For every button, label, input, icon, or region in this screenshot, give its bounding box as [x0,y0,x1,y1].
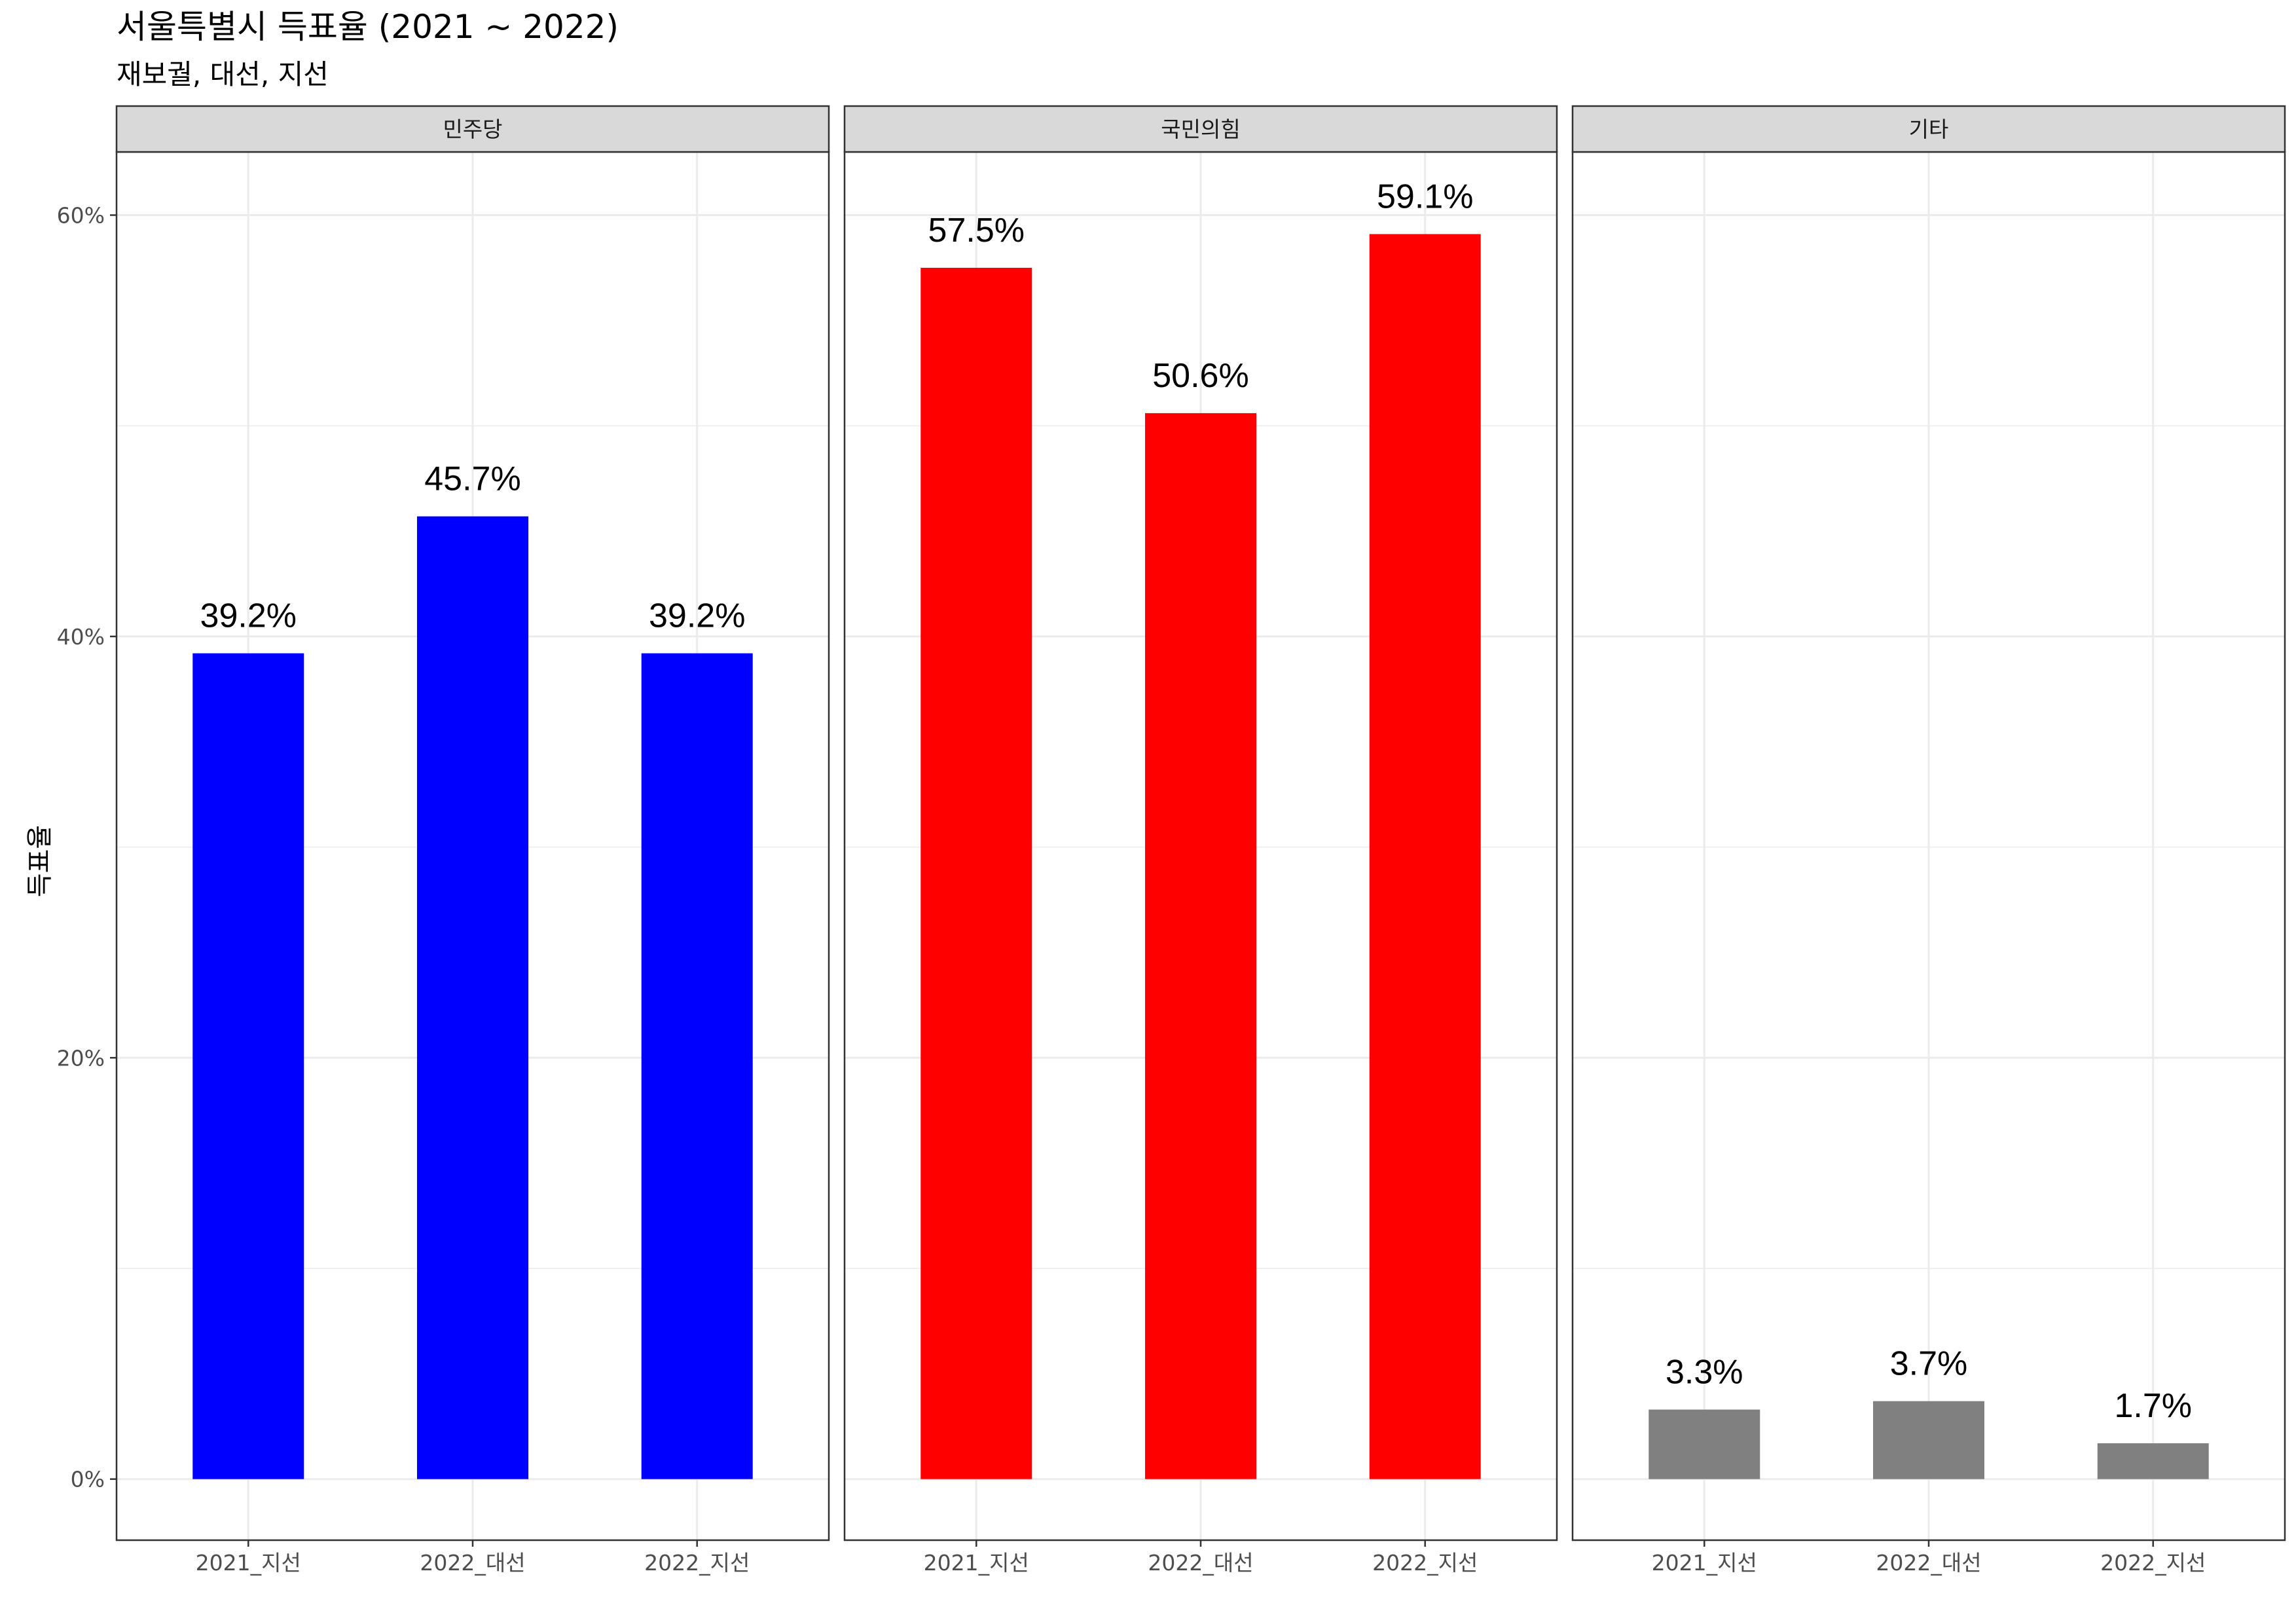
facet-strip-label: 민주당 [443,117,502,142]
y-tick-label: 60% [57,203,105,229]
data-label: 39.2% [200,597,297,635]
bar [1873,1401,1984,1479]
data-label: 45.7% [424,460,520,498]
data-label: 3.7% [1890,1345,1968,1383]
x-tick-label: 2022_대선 [1148,1550,1253,1576]
data-label: 57.5% [928,212,1025,249]
bar [1369,234,1481,1479]
facet-panel-1: 39.2% 45.7% 39.2% 민주당 2021_지선 2022_대선 2022_지선 [115,105,830,1576]
data-label: 1.7% [2114,1387,2192,1425]
bar [1649,1409,1760,1479]
x-tick-label: 2021_지선 [924,1550,1029,1576]
bar [417,516,528,1479]
y-tick-label: 20% [57,1045,105,1071]
x-tick-label: 2021_지선 [1652,1550,1757,1576]
bar [2097,1443,2209,1479]
facet-panel-3: 3.3% 3.7% 1.7% 기타 2021_지선 2022_대선 2022_지선 [1571,105,2286,1576]
facet-strip-label: 기타 [1909,117,1949,142]
bar [920,267,1032,1479]
y-tick-label: 0% [71,1467,105,1492]
x-tick-label: 2022_대선 [420,1550,525,1576]
data-label: 3.3% [1666,1354,1743,1392]
data-label: 39.2% [649,597,745,635]
facet-strip [115,105,830,153]
bar [641,653,753,1479]
x-tick-label: 2022_지선 [1372,1550,1478,1576]
facet-strip-label: 국민의힘 [1161,117,1240,142]
facet-strip [1571,105,2286,153]
x-tick-label: 2022_지선 [644,1550,750,1576]
y-axis-title: 득표율 [25,825,55,897]
bar [192,653,304,1479]
x-tick-label: 2022_대선 [1876,1550,1981,1576]
chart-title: 서울특별시 득표율 (2021 ~ 2022) [117,8,619,46]
facet-panel-2: 57.5% 50.6% 59.1% 국민의힘 2021_지선 2022_대선 2022_지선 [843,105,1558,1576]
y-tick-label: 40% [57,624,105,650]
x-tick-label: 2022_지선 [2100,1550,2206,1576]
bar [1145,413,1256,1479]
x-tick-label: 2021_지선 [196,1550,301,1576]
facet-strip [843,105,1558,153]
chart-subtitle: 재보궐, 대선, 지선 [117,58,329,90]
data-label: 59.1% [1377,177,1473,215]
data-label: 50.6% [1152,357,1248,395]
